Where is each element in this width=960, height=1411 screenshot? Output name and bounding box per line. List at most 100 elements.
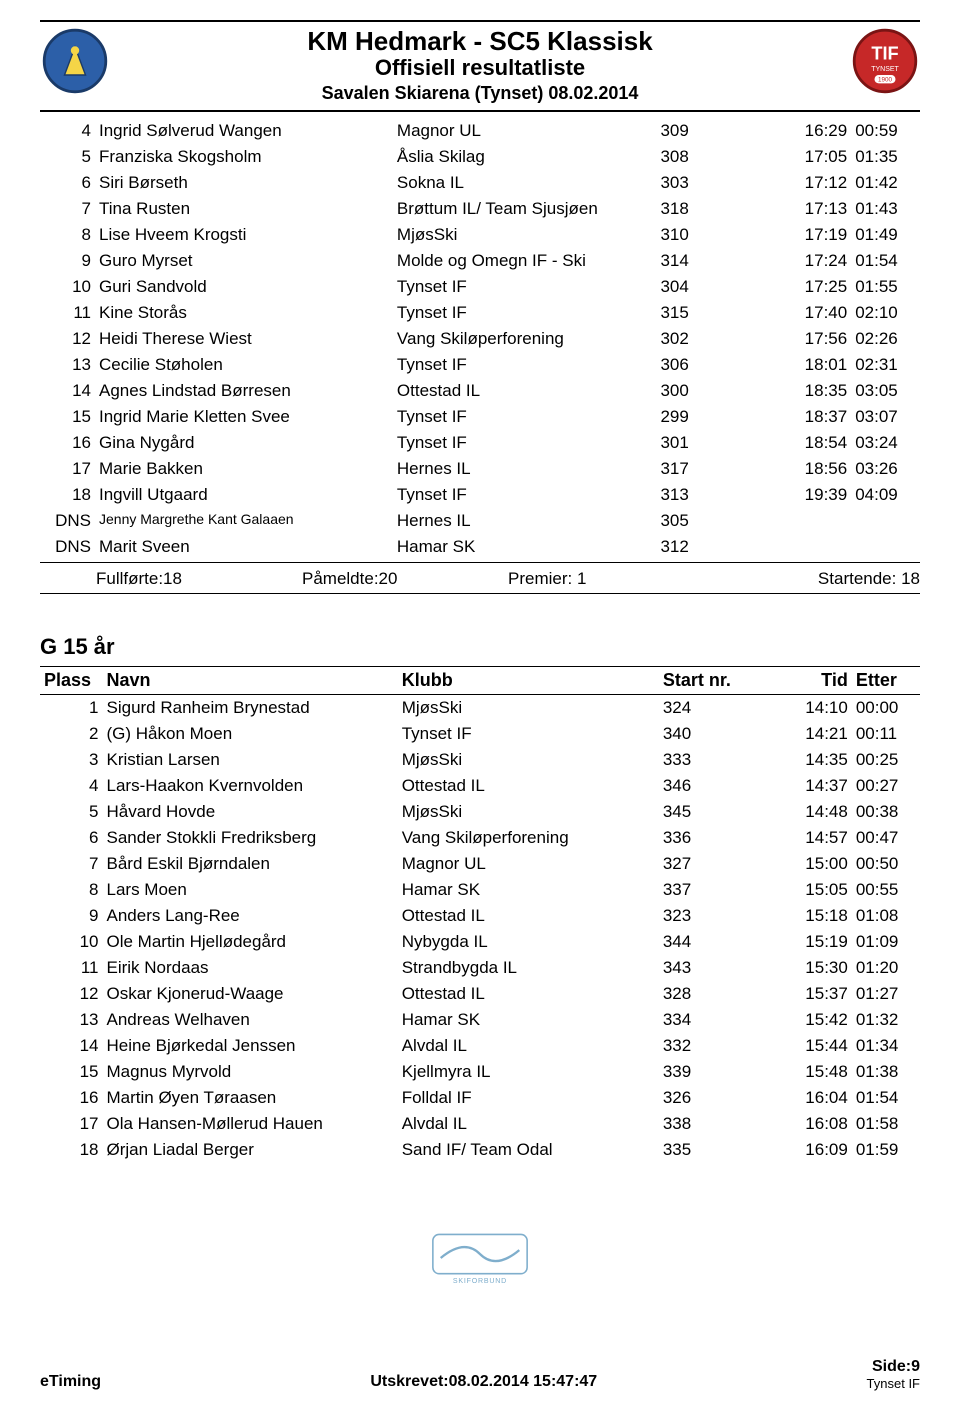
summary-pameldte: Påmeldte:20	[302, 569, 508, 589]
cell-start: 333	[659, 747, 784, 773]
cell-start: 339	[659, 1059, 784, 1085]
table-row: 6Siri BørsethSokna IL30317:1201:42	[40, 170, 920, 196]
cell-klubb: Strandbygda IL	[398, 955, 659, 981]
cell-start: 300	[656, 378, 782, 404]
cell-klubb: Hamar SK	[398, 877, 659, 903]
cell-plass: 9	[40, 248, 95, 274]
cell-tid: 14:21	[784, 721, 852, 747]
logo-right: TIF TYNSET 1900	[850, 26, 920, 101]
table-header-row: Plass Navn Klubb Start nr. Tid Etter	[40, 667, 920, 695]
cell-tid: 16:09	[784, 1137, 852, 1163]
cell-start: 334	[659, 1007, 784, 1033]
cell-klubb: Molde og Omegn IF - Ski	[393, 248, 657, 274]
cell-etter: 03:24	[851, 430, 920, 456]
cell-navn: Marit Sveen	[95, 534, 393, 560]
cell-start: 317	[656, 456, 782, 482]
cell-klubb: Brøttum IL/ Team Sjusjøen	[393, 196, 657, 222]
cell-navn: Heidi Therese Wiest	[95, 326, 393, 352]
cell-klubb: Hernes IL	[393, 508, 657, 534]
cell-start: 326	[659, 1085, 784, 1111]
cell-plass: 10	[40, 929, 103, 955]
summary-startende: Startende: 18	[714, 569, 920, 589]
cell-etter: 00:38	[852, 799, 920, 825]
cell-klubb: Folldal IF	[398, 1085, 659, 1111]
cell-etter: 01:09	[852, 929, 920, 955]
cell-etter: 01:20	[852, 955, 920, 981]
table-row: 18Ørjan Liadal BergerSand IF/ Team Odal3…	[40, 1137, 920, 1163]
cell-tid: 18:56	[782, 456, 851, 482]
cell-navn: Oskar Kjonerud-Waage	[103, 981, 398, 1007]
table-row: 9Guro MyrsetMolde og Omegn IF - Ski31417…	[40, 248, 920, 274]
cell-tid: 15:18	[784, 903, 852, 929]
cell-plass: 18	[40, 482, 95, 508]
table-row: 10Ole Martin HjellødegårdNybygda IL34415…	[40, 929, 920, 955]
cell-plass: 5	[40, 144, 95, 170]
table-row: 17Marie BakkenHernes IL31718:5603:26	[40, 456, 920, 482]
cell-tid: 18:37	[782, 404, 851, 430]
cell-navn: Magnus Myrvold	[103, 1059, 398, 1085]
cell-plass: 1	[40, 695, 103, 722]
cell-tid: 18:54	[782, 430, 851, 456]
cell-navn: Marie Bakken	[95, 456, 393, 482]
cell-navn: Eirik Nordaas	[103, 955, 398, 981]
cell-tid: 15:19	[784, 929, 852, 955]
cell-start: 304	[656, 274, 782, 300]
cell-klubb: Åslia Skilag	[393, 144, 657, 170]
cell-tid: 17:25	[782, 274, 851, 300]
cell-tid: 15:00	[784, 851, 852, 877]
cell-navn: Kine Storås	[95, 300, 393, 326]
cell-etter: 01:49	[851, 222, 920, 248]
cell-plass: 16	[40, 1085, 103, 1111]
cell-klubb: Hamar SK	[393, 534, 657, 560]
sponsor-logo: SKIFORBUND	[40, 1223, 920, 1298]
cell-navn: Sander Stokkli Fredriksberg	[103, 825, 398, 851]
cell-start: 301	[656, 430, 782, 456]
cell-tid: 16:29	[782, 118, 851, 144]
cell-plass: 9	[40, 903, 103, 929]
cell-etter: 02:10	[851, 300, 920, 326]
cell-klubb: MjøsSki	[398, 695, 659, 722]
cell-etter: 03:07	[851, 404, 920, 430]
cell-etter	[851, 534, 920, 560]
summary-fullforte: Fullførte:18	[96, 569, 302, 589]
cell-navn: Lise Hveem Krogsti	[95, 222, 393, 248]
cell-start: 323	[659, 903, 784, 929]
cell-navn: Kristian Larsen	[103, 747, 398, 773]
cell-plass: 7	[40, 196, 95, 222]
footer-left: eTiming	[40, 1373, 101, 1391]
cell-etter: 01:32	[852, 1007, 920, 1033]
table-row: 6Sander Stokkli FredriksbergVang Skiløpe…	[40, 825, 920, 851]
cell-plass: 18	[40, 1137, 103, 1163]
table-row: 7Tina RustenBrøttum IL/ Team Sjusjøen318…	[40, 196, 920, 222]
cell-klubb: Nybygda IL	[398, 929, 659, 955]
cell-tid: 15:37	[784, 981, 852, 1007]
cell-etter: 04:09	[851, 482, 920, 508]
cell-klubb: MjøsSki	[393, 222, 657, 248]
cell-tid: 17:19	[782, 222, 851, 248]
table-row: 12Heidi Therese WiestVang Skiløperforeni…	[40, 326, 920, 352]
cell-plass: 2	[40, 721, 103, 747]
cell-navn: Sigurd Ranheim Brynestad	[103, 695, 398, 722]
cell-klubb: Ottestad IL	[398, 981, 659, 1007]
cell-tid: 17:05	[782, 144, 851, 170]
table-row: 1Sigurd Ranheim BrynestadMjøsSki32414:10…	[40, 695, 920, 722]
table-row: 11Kine StoråsTynset IF31517:4002:10	[40, 300, 920, 326]
cell-start: 344	[659, 929, 784, 955]
cell-klubb: MjøsSki	[398, 747, 659, 773]
cell-etter: 01:35	[851, 144, 920, 170]
cell-start: 309	[656, 118, 782, 144]
cell-etter: 02:31	[851, 352, 920, 378]
cell-etter: 00:59	[851, 118, 920, 144]
cell-klubb: Magnor UL	[398, 851, 659, 877]
cell-etter: 00:50	[852, 851, 920, 877]
cell-etter: 01:59	[852, 1137, 920, 1163]
footer-club: Tynset IF	[867, 1376, 920, 1391]
table-row: 15Ingrid Marie Kletten SveeTynset IF2991…	[40, 404, 920, 430]
cell-plass: 12	[40, 326, 95, 352]
cell-start: 314	[656, 248, 782, 274]
cell-navn: Ingvill Utgaard	[95, 482, 393, 508]
table-row: 3Kristian LarsenMjøsSki33314:3500:25	[40, 747, 920, 773]
cell-navn: Ola Hansen-Møllerud Hauen	[103, 1111, 398, 1137]
cell-etter	[851, 508, 920, 534]
cell-etter: 01:27	[852, 981, 920, 1007]
